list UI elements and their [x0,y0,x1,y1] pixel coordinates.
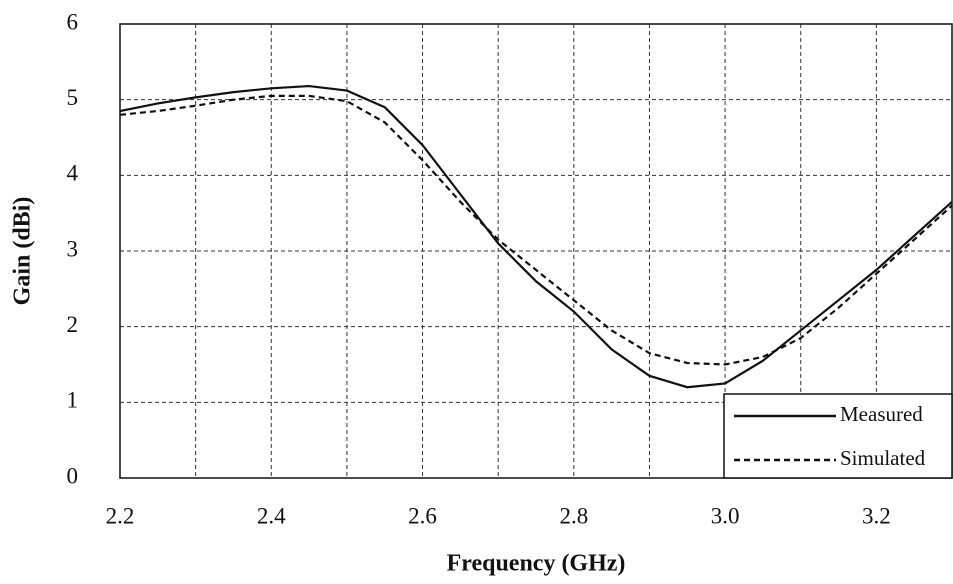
x-tick-label: 2.2 [106,503,135,528]
legend-label: Simulated [840,446,926,470]
y-tick-label: 6 [67,9,79,34]
x-tick-label: 2.4 [257,503,286,528]
x-tick-label: 3.0 [711,503,740,528]
x-tick-label: 2.6 [408,503,437,528]
x-tick-label: 2.8 [559,503,588,528]
y-tick-label: 5 [67,85,79,110]
series-line [119,84,953,389]
y-axis-label: Gain (dBi) [10,197,36,306]
y-tick-label: 1 [67,388,79,413]
x-tick-label: 3.2 [862,503,891,528]
y-tick-label: 0 [67,463,79,488]
series-line [119,94,953,366]
y-tick-label: 3 [67,236,79,261]
legend-box [723,393,953,479]
x-axis-label: Frequency (GHz) [447,551,626,577]
y-tick-label: 2 [67,312,79,337]
legend-label: Measured [840,402,923,426]
y-tick-label: 4 [67,161,79,186]
plot-frame [119,23,953,479]
